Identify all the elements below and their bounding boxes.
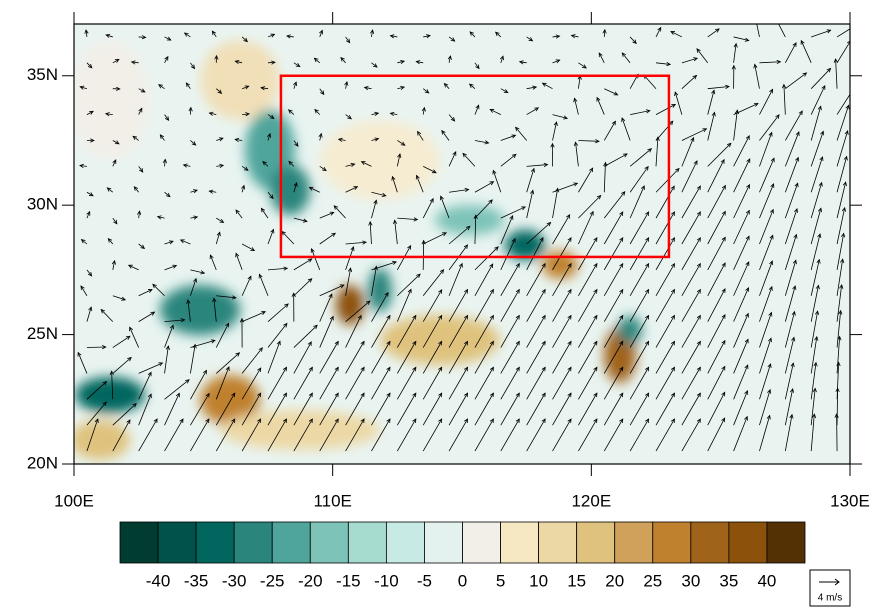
colorbar-cell (463, 522, 501, 563)
y-tick-label: 35N (27, 65, 58, 84)
x-tick-label: 100E (54, 491, 94, 510)
colorbar-cell (310, 522, 348, 563)
colorbar-label: 10 (529, 571, 548, 590)
colorbar-label: -40 (146, 571, 171, 590)
arrow-head (852, 86, 855, 90)
colorbar-cell (424, 522, 462, 563)
colorbar-label: 35 (719, 571, 738, 590)
y-tick-label: 25N (27, 324, 58, 343)
colorbar-label: -5 (417, 571, 432, 590)
colorbar-cell (767, 522, 805, 563)
colorbar-cell (196, 522, 234, 563)
reference-label: 4 m/s (818, 593, 842, 604)
colorbar-cell (501, 522, 539, 563)
arrow-head (852, 25, 856, 28)
colorbar-label: 30 (681, 571, 700, 590)
colorbar-cell (577, 522, 615, 563)
colorbar-cell (272, 522, 310, 563)
colorbar-cell (539, 522, 577, 563)
y-tick-label: 20N (27, 453, 58, 472)
x-tick-label: 110E (313, 491, 351, 510)
colorbar-label: -20 (298, 571, 323, 590)
colorbar-label: -15 (336, 571, 361, 590)
y-tick-label: 30N (27, 195, 58, 214)
colorbar-label: 25 (643, 571, 662, 590)
colorbar-label: 15 (567, 571, 586, 590)
colorbar-label: -25 (260, 571, 285, 590)
arrow-shaft (87, 347, 106, 348)
colorbar-cell (234, 522, 272, 563)
colorbar-label: 0 (458, 571, 467, 590)
colorbar-cell (691, 522, 729, 563)
colorbar-cell (348, 522, 386, 563)
colorbar-cell (120, 522, 158, 563)
x-tick-label: 120E (571, 491, 611, 510)
colorbar-label: -30 (222, 571, 247, 590)
colorbar-cell (653, 522, 691, 563)
colorbar-cell (386, 522, 424, 563)
reference-vector: 4 m/s (810, 570, 850, 606)
colorbar-label: 5 (496, 571, 505, 590)
colorbar-label: 20 (605, 571, 624, 590)
colorbar-cell (615, 522, 653, 563)
x-tick-label: 130E (830, 491, 870, 510)
colorbar: -40 -35 -30 -25 -20 -15 -10 -5 0 5 10 15 20 25 30 35 40 (120, 522, 805, 590)
colorbar-cell (158, 522, 196, 563)
colorbar-label: 40 (757, 571, 776, 590)
colorbar-cell (729, 522, 767, 563)
colorbar-label: -35 (184, 571, 209, 590)
colorbar-label: -10 (374, 571, 399, 590)
